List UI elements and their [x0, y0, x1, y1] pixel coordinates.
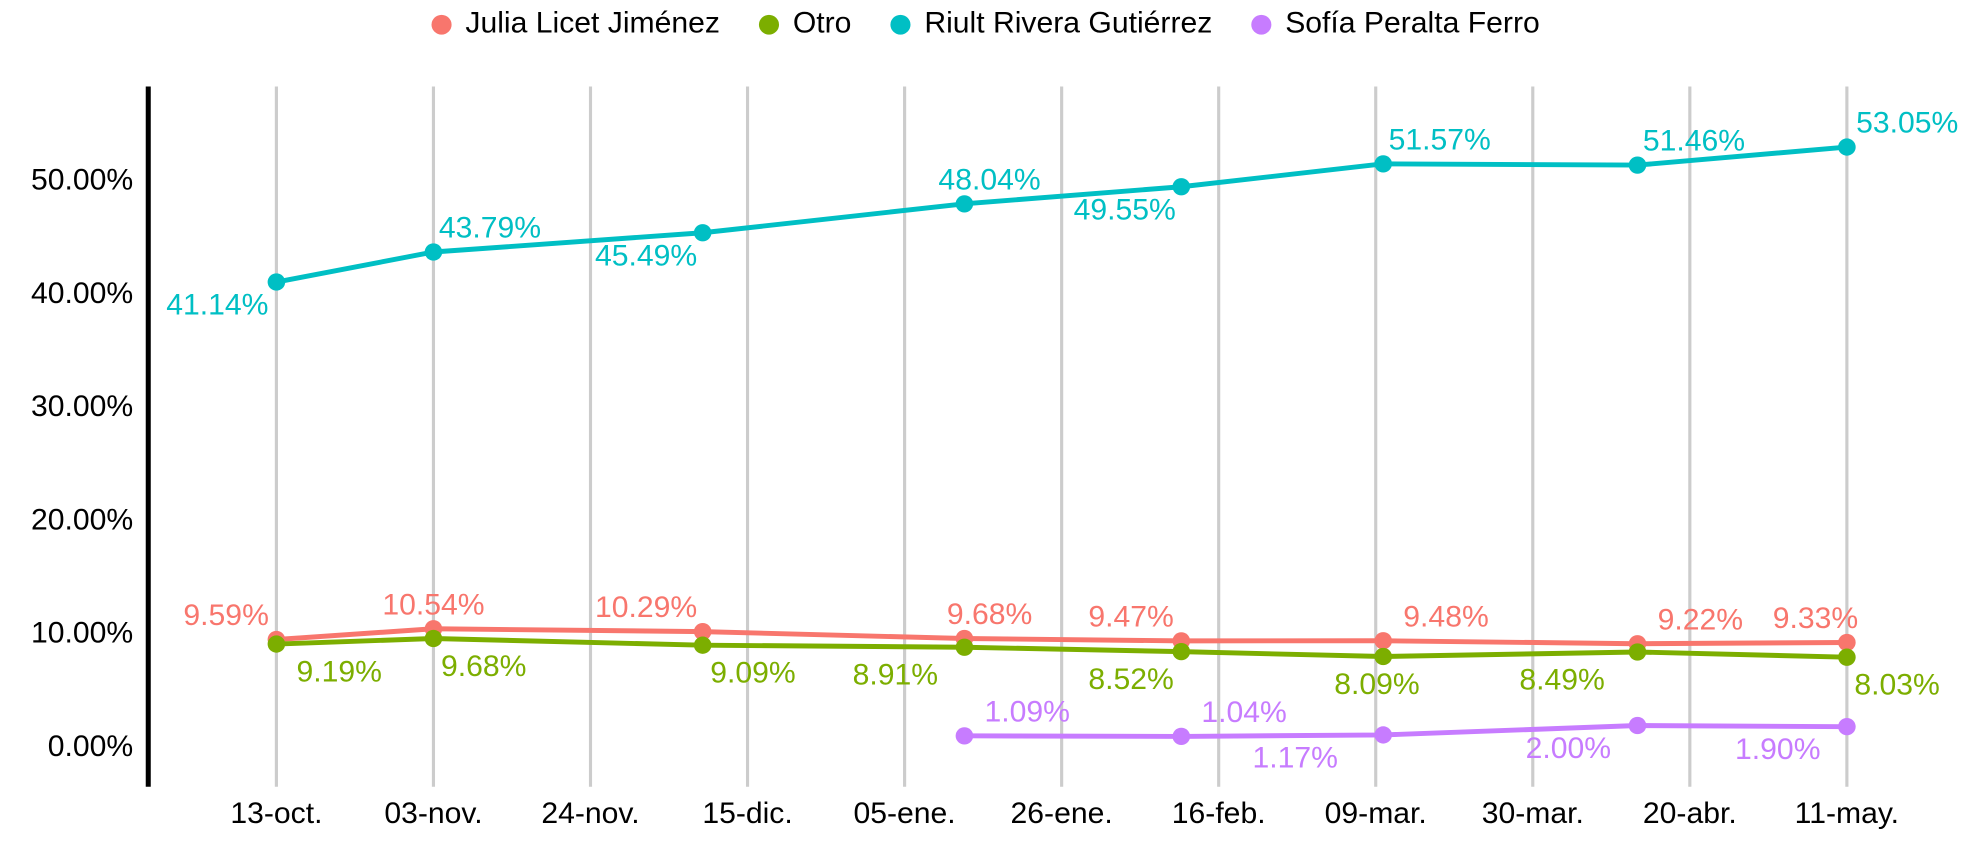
legend-label: Riult Rivera Gutiérrez	[924, 7, 1212, 40]
legend-label: Sofía Peralta Ferro	[1285, 7, 1540, 40]
data-label: 1.90%	[1735, 733, 1820, 766]
legend-label: Otro	[793, 7, 852, 40]
y-tick-label: 40.00%	[31, 277, 133, 310]
series-line	[276, 626, 1847, 647]
data-point	[1374, 647, 1393, 666]
data-point	[424, 243, 443, 261]
data-point	[424, 629, 443, 648]
data-label: 9.19%	[297, 656, 382, 689]
x-tick-label: 09-mar.	[1325, 797, 1427, 830]
data-label: 9.68%	[441, 650, 526, 683]
series-line	[964, 723, 1847, 739]
data-point	[1374, 726, 1393, 744]
data-label: 9.59%	[183, 599, 268, 632]
data-point	[693, 224, 712, 242]
x-tick-label: 11-may.	[1795, 797, 1899, 830]
data-point	[1628, 156, 1647, 174]
x-tick-label: 26-ene.	[1011, 797, 1113, 830]
data-point	[693, 636, 712, 654]
data-label: 9.22%	[1658, 604, 1743, 637]
x-tick-label: 16-feb.	[1172, 797, 1266, 830]
legend-marker	[890, 14, 911, 35]
x-tick-label: 30-mar.	[1482, 797, 1584, 830]
legend-marker	[758, 14, 780, 35]
data-point	[955, 195, 974, 213]
data-point	[267, 273, 286, 291]
data-label: 9.33%	[1773, 602, 1858, 635]
data-label: 43.79%	[439, 212, 541, 245]
data-point	[1838, 138, 1856, 156]
data-label: 9.48%	[1403, 601, 1488, 634]
series-line	[275, 144, 1848, 285]
data-label: 10.29%	[595, 591, 697, 624]
y-tick-label: 30.00%	[31, 390, 133, 423]
data-point	[1172, 643, 1191, 661]
x-tick-label: 20-abr.	[1643, 797, 1737, 830]
x-tick-label: 13-oct.	[230, 797, 322, 830]
data-point	[1838, 718, 1856, 736]
data-label: 9.68%	[947, 598, 1032, 631]
data-label: 1.09%	[985, 696, 1070, 729]
data-label: 51.57%	[1389, 124, 1491, 157]
legend-marker	[1251, 14, 1272, 35]
data-label: 8.09%	[1334, 668, 1419, 701]
data-point	[1172, 727, 1191, 746]
data-label: 8.52%	[1088, 663, 1173, 696]
y-tick-label: 20.00%	[31, 504, 133, 537]
data-label: 1.04%	[1201, 696, 1286, 729]
data-label: 8.03%	[1854, 669, 1939, 702]
data-label: 8.49%	[1519, 664, 1604, 697]
x-tick-label: 15-dic.	[702, 797, 792, 830]
data-label: 48.04%	[938, 164, 1040, 197]
data-label: 9.09%	[710, 657, 795, 690]
data-label: 51.46%	[1643, 125, 1745, 158]
y-tick-label: 10.00%	[31, 617, 133, 650]
data-point	[1628, 643, 1647, 661]
data-point	[1172, 178, 1191, 196]
x-tick-label: 03-nov.	[384, 797, 482, 830]
data-point	[955, 638, 974, 656]
data-label: 2.00%	[1526, 732, 1611, 765]
data-point	[1374, 632, 1393, 650]
x-tick-label: 05-ene.	[853, 797, 955, 830]
series-line	[276, 636, 1847, 660]
data-point	[1838, 648, 1856, 666]
data-point	[1374, 155, 1393, 173]
legend-marker	[431, 14, 452, 35]
data-label: 53.05%	[1856, 107, 1958, 140]
data-point	[1628, 716, 1647, 735]
data-point	[693, 622, 712, 641]
data-label: 1.17%	[1253, 742, 1338, 775]
y-tick-label: 50.00%	[31, 164, 133, 197]
legend-label: Julia Licet Jiménez	[465, 7, 720, 40]
data-point	[1838, 633, 1856, 652]
data-label: 10.54%	[382, 589, 484, 622]
data-label: 49.55%	[1074, 193, 1176, 226]
legend: Julia Licet Jiménez Otro Riult Rivera Guti…	[431, 7, 1540, 40]
data-label: 8.91%	[853, 659, 938, 692]
data-label: 45.49%	[595, 239, 697, 272]
data-point	[267, 635, 286, 653]
y-tick-label: 0.00%	[48, 730, 133, 763]
data-label: 9.47%	[1088, 601, 1173, 634]
x-tick-label: 24-nov.	[541, 797, 639, 830]
data-label: 41.14%	[166, 289, 268, 322]
data-point	[955, 727, 974, 745]
